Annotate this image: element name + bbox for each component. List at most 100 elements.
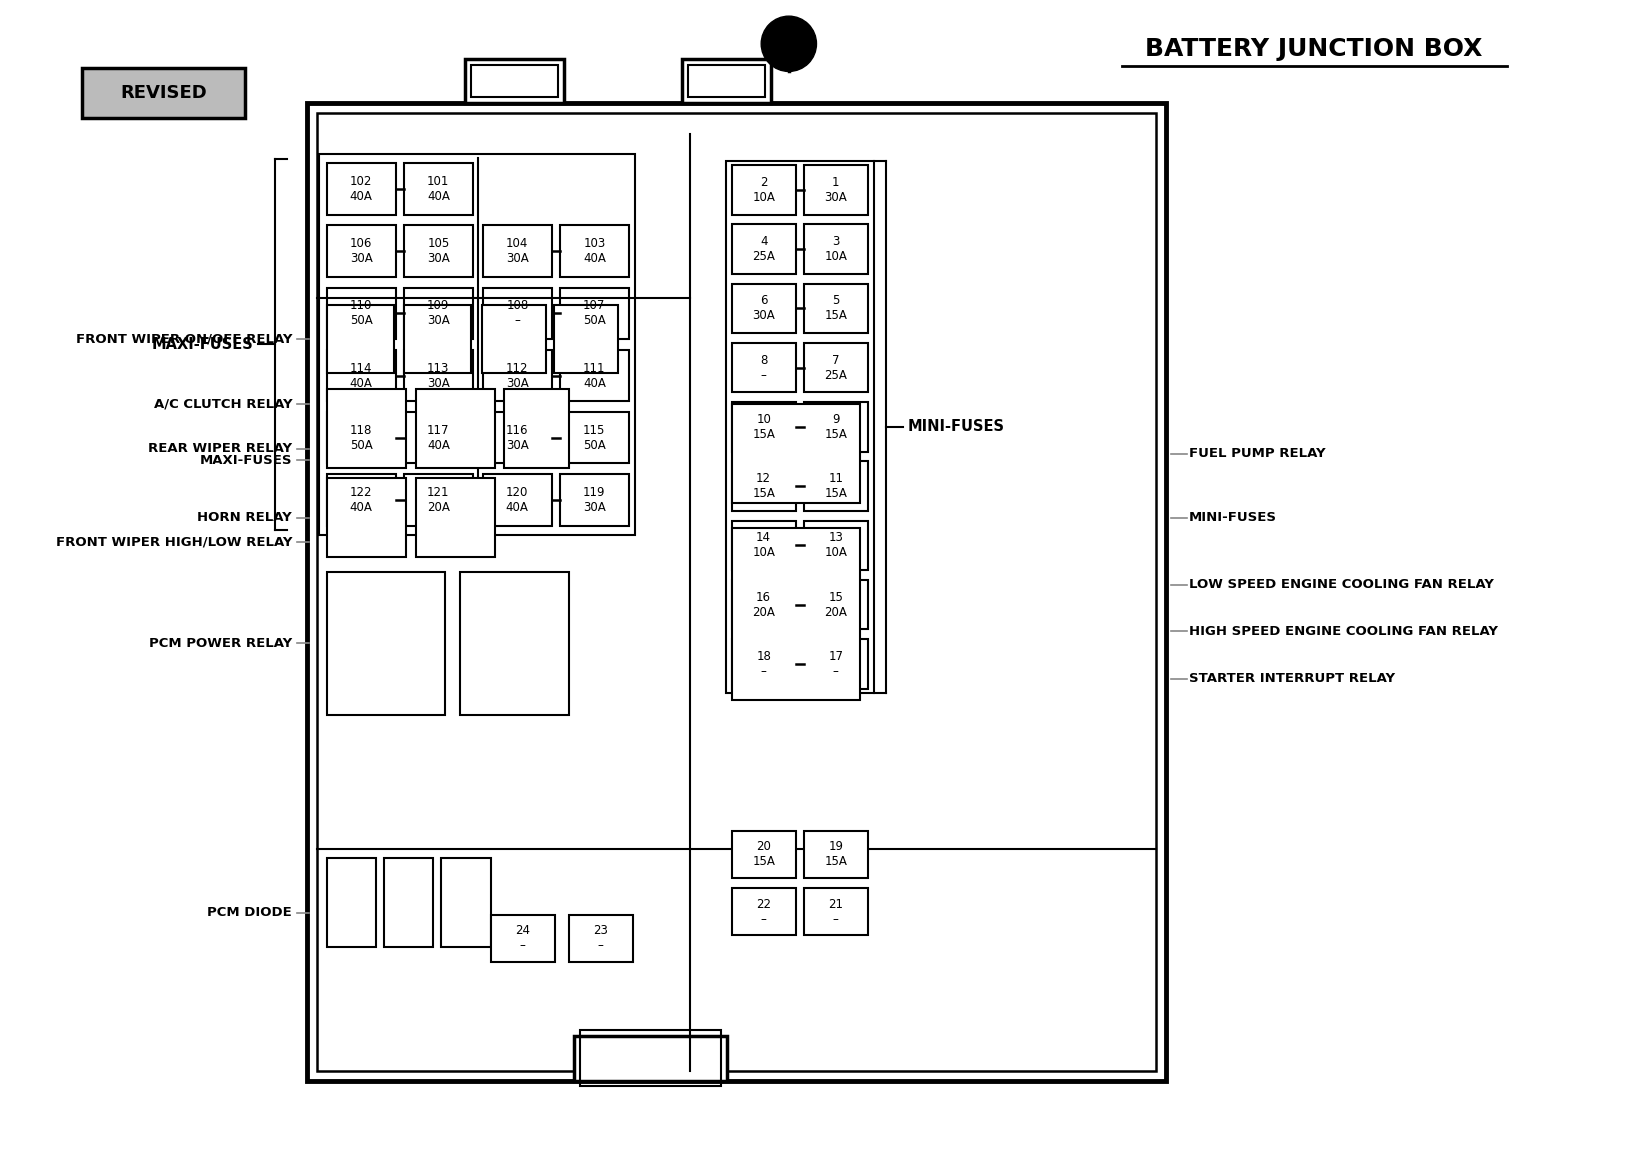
Text: 5
15A: 5 15A [825,295,848,323]
Bar [732,343,796,393]
Text: STARTER INTERRUPT RELAY: STARTER INTERRUPT RELAY [1188,672,1395,685]
Bar [483,288,552,339]
Text: 114
40A: 114 40A [350,362,373,389]
Text: 4
25A: 4 25A [753,235,774,263]
Bar [732,579,796,629]
Bar [725,161,874,692]
Text: 104
30A: 104 30A [506,237,529,265]
Bar [504,389,568,469]
Text: MAXI-FUSES: MAXI-FUSES [200,454,291,467]
Bar [560,288,629,339]
Bar [560,226,629,276]
Text: 19
15A: 19 15A [825,841,848,869]
Bar [327,350,396,401]
Bar [416,478,494,558]
Text: 116
30A: 116 30A [506,424,529,452]
Text: FRONT WIPER HIGH/LOW RELAY: FRONT WIPER HIGH/LOW RELAY [56,536,291,550]
Bar [82,68,246,118]
Bar [804,521,868,570]
Bar [732,831,796,878]
Bar [732,165,796,214]
Text: 111
40A: 111 40A [583,362,606,389]
Bar [573,1036,727,1081]
Bar [804,343,868,393]
Text: 2
10A: 2 10A [753,176,774,204]
Text: 17
–: 17 – [828,650,843,677]
Bar [560,412,629,463]
Bar [327,858,377,947]
Text: 103
40A: 103 40A [583,237,606,265]
Text: PCM POWER RELAY: PCM POWER RELAY [149,637,291,650]
Bar [683,59,771,103]
Bar [483,226,552,276]
Bar [732,462,796,510]
Text: 112
30A: 112 30A [506,362,529,389]
Text: 11
15A: 11 15A [825,472,848,500]
Text: 102
40A: 102 40A [350,175,373,203]
Bar [404,475,473,525]
Text: HORN RELAY: HORN RELAY [198,511,291,524]
Text: 14
10A: 14 10A [753,531,774,560]
Bar [732,225,796,274]
Text: 120
40A: 120 40A [506,486,529,514]
Bar [804,579,868,629]
Bar [460,573,568,715]
Bar [404,164,473,214]
Text: 115
50A: 115 50A [583,424,606,452]
Text: 106
30A: 106 30A [350,237,373,265]
Bar [471,65,558,97]
Text: 24
–: 24 – [516,924,530,953]
Text: 7
25A: 7 25A [825,354,848,381]
Bar [385,858,434,947]
Bar [404,226,473,276]
Bar [804,888,868,935]
Text: 119
30A: 119 30A [583,486,606,514]
Bar [318,113,1156,1070]
Bar [568,915,634,962]
Text: 105
30A: 105 30A [427,237,450,265]
Text: 108
–: 108 – [506,300,529,327]
Text: 101
40A: 101 40A [427,175,450,203]
Bar [308,103,1166,1081]
Text: 13
10A: 13 10A [825,531,848,560]
Text: MINI-FUSES: MINI-FUSES [1188,511,1277,524]
Bar [491,915,555,962]
Bar [804,462,868,510]
Bar [483,350,552,401]
Text: HIGH SPEED ENGINE COOLING FAN RELAY: HIGH SPEED ENGINE COOLING FAN RELAY [1188,624,1498,638]
Text: MAXI-FUSES: MAXI-FUSES [152,336,254,353]
Text: 16
20A: 16 20A [753,591,774,619]
Bar [327,573,445,715]
Bar [404,350,473,401]
Bar [732,402,796,452]
Bar [327,288,396,339]
Text: 117
40A: 117 40A [427,424,450,452]
Bar [804,283,868,333]
Text: LOW SPEED ENGINE COOLING FAN RELAY: LOW SPEED ENGINE COOLING FAN RELAY [1188,578,1493,591]
Text: REAR WIPER RELAY: REAR WIPER RELAY [147,442,291,455]
Bar [732,521,796,570]
Circle shape [761,16,817,71]
Bar [804,225,868,274]
Bar [327,412,396,463]
Text: 107
50A: 107 50A [583,300,606,327]
Text: 110
50A: 110 50A [350,300,373,327]
Bar [732,283,796,333]
Bar [465,59,563,103]
Bar [483,412,552,463]
Text: 18
–: 18 – [756,650,771,677]
Text: PCM DIODE: PCM DIODE [208,907,291,919]
Text: 20
15A: 20 15A [753,841,774,869]
Text: 1
30A: 1 30A [825,176,846,204]
Bar [404,288,473,339]
Bar [804,831,868,878]
Bar [327,389,406,469]
Text: REVISED: REVISED [120,84,206,103]
Text: 113
30A: 113 30A [427,362,450,389]
Bar [732,404,859,503]
Bar [732,639,796,689]
Text: 121
20A: 121 20A [427,486,450,514]
Bar [327,226,396,276]
Text: 3
10A: 3 10A [825,235,848,263]
Bar [327,305,395,372]
